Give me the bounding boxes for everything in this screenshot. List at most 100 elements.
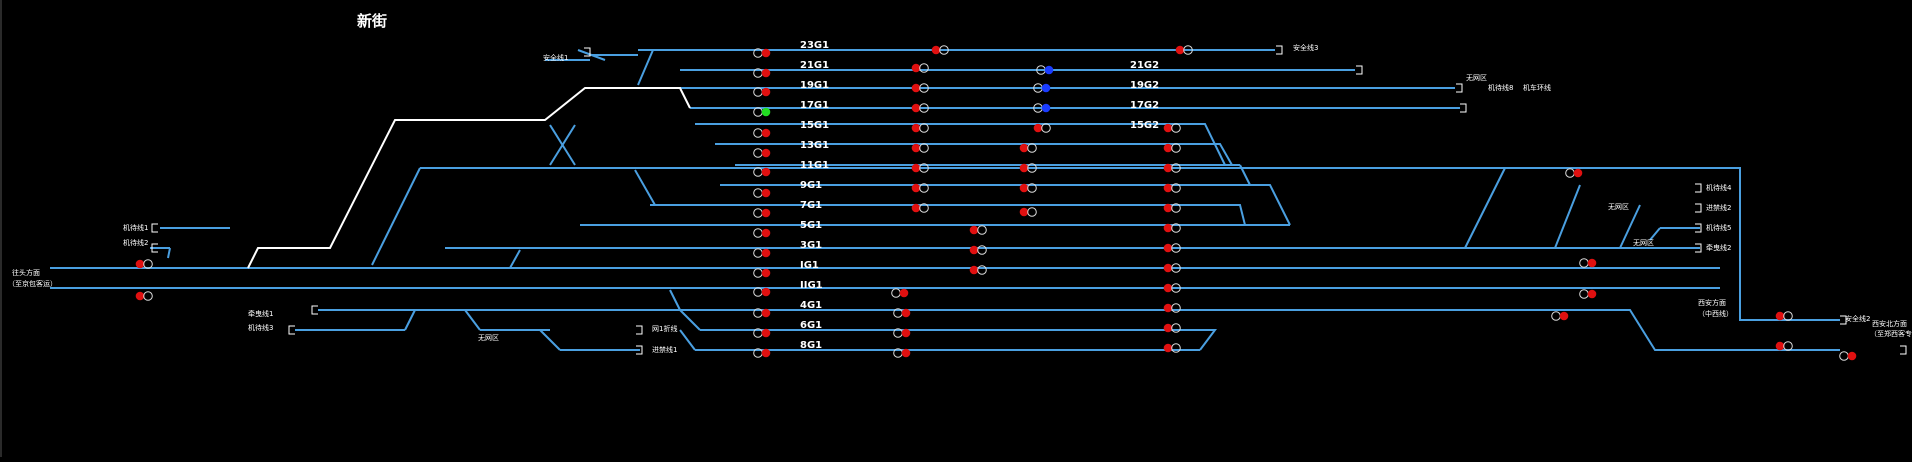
signal-lamp: [919, 123, 929, 133]
signal-light[interactable]: [1163, 303, 1181, 313]
signal-light[interactable]: [753, 228, 771, 238]
signal-light[interactable]: [911, 123, 929, 133]
track-labels: 23G1 21G1 19G1 17G1 15G1 13G1 11G1 9G1 7…: [800, 40, 1159, 351]
signal-lamp: [1559, 311, 1569, 321]
signal-light[interactable]: [969, 225, 987, 235]
signal-light[interactable]: [1163, 263, 1181, 273]
signal-light[interactable]: [1163, 123, 1181, 133]
signal-lamp: [1027, 163, 1037, 173]
signal-lamp: [1163, 123, 1173, 133]
signal-light[interactable]: [753, 208, 771, 218]
signal-lamp: [1019, 163, 1029, 173]
buffer-stop: [1695, 183, 1702, 193]
signal-light[interactable]: [1775, 341, 1793, 351]
signal-light[interactable]: [135, 259, 153, 269]
signal-light[interactable]: [891, 288, 909, 298]
signal-light[interactable]: [753, 68, 771, 78]
signal-light[interactable]: [1019, 207, 1037, 217]
signal-light[interactable]: [1163, 343, 1181, 353]
signal-light[interactable]: [1019, 163, 1037, 173]
track-label-5G1: 5G1: [800, 220, 822, 231]
signal-lamp: [1171, 263, 1181, 273]
signal-lamp: [1171, 163, 1181, 173]
signal-light[interactable]: [753, 348, 771, 358]
signal-light[interactable]: [911, 143, 929, 153]
signal-light[interactable]: [931, 45, 949, 55]
signal-light[interactable]: [1839, 351, 1857, 361]
signal-lamp: [1019, 183, 1029, 193]
signal-light[interactable]: [753, 328, 771, 338]
signal-light[interactable]: [753, 148, 771, 158]
label-jiyunxian4: 机待线4: [1706, 183, 1732, 192]
signal-light[interactable]: [1163, 243, 1181, 253]
signal-light[interactable]: [1163, 283, 1181, 293]
signal-lamp: [1027, 143, 1037, 153]
signal-lamp: [1163, 323, 1173, 333]
signal-light[interactable]: [753, 188, 771, 198]
signal-light[interactable]: [1019, 143, 1037, 153]
signal-light[interactable]: [969, 245, 987, 255]
signal-light[interactable]: [753, 107, 771, 117]
label-wuwangqu-4: 无网区: [1633, 239, 1654, 247]
signal-light[interactable]: [1579, 289, 1597, 299]
signal-light[interactable]: [1551, 311, 1569, 321]
signal-light[interactable]: [1033, 83, 1051, 93]
signal-lamp: [919, 203, 929, 213]
signal-lamp: [1783, 311, 1793, 321]
signal-light[interactable]: [753, 167, 771, 177]
signal-light[interactable]: [1163, 163, 1181, 173]
signal-lamp: [1019, 143, 1029, 153]
track-label-17G2: 17G2: [1130, 100, 1159, 111]
signal-light[interactable]: [969, 265, 987, 275]
label-jiyunxian3: 机待线3: [248, 323, 273, 332]
label-wuwangqu-1: 无网区: [1466, 74, 1487, 82]
signal-light[interactable]: [1163, 323, 1181, 333]
signal-light[interactable]: [893, 328, 911, 338]
signal-light[interactable]: [1163, 203, 1181, 213]
signal-light[interactable]: [1163, 183, 1181, 193]
buffer-stops: [151, 45, 1907, 355]
signal-lamp: [143, 291, 153, 301]
signal-light[interactable]: [753, 248, 771, 258]
signal-light[interactable]: [753, 287, 771, 297]
signal-lamp: [911, 143, 921, 153]
signal-light[interactable]: [753, 48, 771, 58]
signal-light[interactable]: [753, 87, 771, 97]
signal-light[interactable]: [1163, 223, 1181, 233]
signal-light[interactable]: [911, 103, 929, 113]
signal-light[interactable]: [1175, 45, 1193, 55]
buffer-stop: [636, 325, 643, 335]
signal-lamp: [1171, 183, 1181, 193]
signal-light[interactable]: [1033, 123, 1051, 133]
label-wuwangqu-2: 无网区: [478, 334, 499, 342]
track-label-8G1: 8G1: [800, 340, 822, 351]
signal-light[interactable]: [893, 348, 911, 358]
label-jiyunxian2: 机待线2: [123, 238, 148, 247]
signal-lamp: [761, 208, 771, 218]
signal-light[interactable]: [1033, 103, 1051, 113]
signal-light[interactable]: [893, 308, 911, 318]
signal-light[interactable]: [135, 291, 153, 301]
signal-lamp: [901, 328, 911, 338]
signal-light[interactable]: [753, 308, 771, 318]
signal-lamp: [761, 188, 771, 198]
track-lines: [50, 49, 1840, 351]
signal-light[interactable]: [1163, 143, 1181, 153]
signal-light[interactable]: [753, 128, 771, 138]
signal-lamp: [761, 107, 771, 117]
signal-light[interactable]: [1775, 311, 1793, 321]
signal-lamp: [1033, 123, 1043, 133]
signal-light[interactable]: [1565, 168, 1583, 178]
signal-light[interactable]: [1579, 258, 1597, 268]
signal-lamp: [919, 83, 929, 93]
signal-light[interactable]: [911, 83, 929, 93]
signal-light[interactable]: [911, 63, 929, 73]
signal-light[interactable]: [1036, 65, 1054, 75]
signal-light[interactable]: [1019, 183, 1037, 193]
signal-light[interactable]: [911, 203, 929, 213]
signal-light[interactable]: [911, 163, 929, 173]
signal-lamp: [1019, 207, 1029, 217]
signal-light[interactable]: [911, 183, 929, 193]
signal-light[interactable]: [753, 268, 771, 278]
signal-lamp: [1041, 123, 1051, 133]
